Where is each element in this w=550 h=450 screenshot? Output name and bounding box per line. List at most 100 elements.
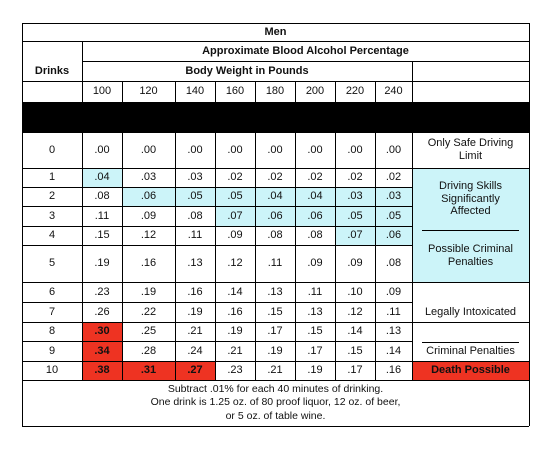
grid-line [22, 379, 529, 381]
bac-value: .00 [307, 143, 323, 156]
bac-value: .04 [307, 190, 323, 203]
grid-line [22, 167, 529, 169]
bac-value: .02 [307, 171, 323, 184]
grid-line [81, 41, 83, 380]
impaired-cell [82, 168, 122, 187]
bac-value: .12 [140, 229, 157, 242]
danger-cell [82, 322, 122, 341]
bac-value: .04 [267, 190, 283, 203]
grid-line [22, 340, 412, 342]
bac-value: .21 [267, 364, 283, 377]
bac-value: .06 [140, 190, 157, 203]
drinks-count: 0 [48, 143, 56, 156]
bac-value: .17 [307, 344, 323, 357]
bac-value: .19 [227, 325, 243, 338]
drinks-count: 10 [45, 364, 59, 377]
bac-value: .00 [385, 143, 402, 156]
weight-label: 100 [92, 85, 112, 98]
bac-value: .14 [227, 285, 243, 298]
death-cell [412, 361, 529, 380]
grid-line [121, 81, 123, 380]
bac-value: .08 [187, 209, 203, 222]
drinks-count: 6 [48, 285, 56, 298]
grid-line [22, 101, 529, 103]
bac-value: .16 [385, 364, 402, 377]
table-title: Men [264, 25, 287, 38]
bac-value: .00 [347, 143, 363, 156]
drinks-count: 2 [48, 190, 56, 203]
grid-line [22, 225, 412, 227]
bac-value: .15 [347, 344, 363, 357]
table-border-left [21, 23, 23, 426]
bac-value: .19 [94, 257, 110, 270]
table-border-bottom [22, 425, 529, 427]
bac-value: .05 [347, 209, 363, 222]
drinks-count: 5 [48, 257, 56, 270]
bac-value: .11 [187, 229, 203, 242]
bac-value: .30 [94, 325, 110, 338]
bac-value: .23 [94, 285, 110, 298]
weight-label: 200 [305, 85, 325, 98]
bac-value: .00 [267, 143, 283, 156]
grid-line [374, 81, 376, 380]
grid-line [22, 301, 412, 303]
bac-value: .06 [307, 209, 323, 222]
bac-value: .03 [347, 190, 363, 203]
grid-line [22, 40, 529, 42]
drinks-count: 4 [48, 229, 56, 242]
bac-value: .16 [227, 305, 243, 318]
danger-cell [82, 361, 215, 380]
bac-value: .19 [140, 285, 157, 298]
grid-line [22, 281, 529, 283]
grid-line [294, 81, 296, 380]
grid-line [214, 81, 216, 380]
grid-line [334, 81, 336, 380]
status-criminal-penalties: Criminal Penalties [426, 345, 515, 358]
impaired-cell [215, 206, 412, 226]
status-safe: Only Safe Driving Limit [427, 137, 514, 162]
bac-value: .08 [307, 229, 323, 242]
bac-value: .09 [140, 209, 157, 222]
bac-value: .23 [227, 364, 243, 377]
bac-value: .15 [267, 305, 283, 318]
bac-value: .19 [267, 344, 283, 357]
grid-line [22, 244, 412, 246]
bac-value: .11 [386, 305, 401, 318]
footnote-line: One drink is 1.25 oz. of 80 proof liquor… [150, 396, 401, 409]
bac-value: .00 [187, 143, 203, 156]
bac-value: .14 [385, 344, 402, 357]
bac-value: .24 [187, 344, 203, 357]
table-subtitle: Approximate Blood Alcohol Percentage [202, 44, 409, 57]
bac-value: .00 [140, 143, 157, 156]
bac-value: .04 [94, 171, 110, 184]
bac-value: .06 [385, 229, 402, 242]
grid-line [22, 186, 412, 188]
bac-value: .27 [187, 364, 203, 377]
drinks-count: 8 [48, 325, 56, 338]
bac-value: .03 [187, 171, 203, 184]
status-separator [422, 229, 519, 231]
weight-label: 160 [225, 85, 245, 98]
grid-line [411, 61, 413, 380]
drinks-header: Drinks [34, 64, 70, 77]
bac-value: .25 [140, 325, 157, 338]
grid-line [22, 360, 529, 362]
bac-value: .17 [267, 325, 283, 338]
grid-line [82, 60, 529, 62]
bac-value: .38 [94, 364, 110, 377]
status-separator [422, 341, 519, 343]
bac-value: .02 [347, 171, 363, 184]
grid-line [22, 131, 529, 133]
bac-value: .11 [94, 209, 110, 222]
bac-value: .02 [385, 171, 402, 184]
bac-value: .15 [94, 229, 110, 242]
bac-value: .06 [267, 209, 283, 222]
bac-value: .15 [307, 325, 323, 338]
bac-value: .31 [140, 364, 157, 377]
table-border-top [22, 22, 529, 24]
bac-value: .09 [347, 257, 363, 270]
bac-value: .08 [94, 190, 110, 203]
impaired-cell [122, 187, 215, 206]
bac-value: .05 [385, 209, 402, 222]
bac-value: .09 [227, 229, 243, 242]
